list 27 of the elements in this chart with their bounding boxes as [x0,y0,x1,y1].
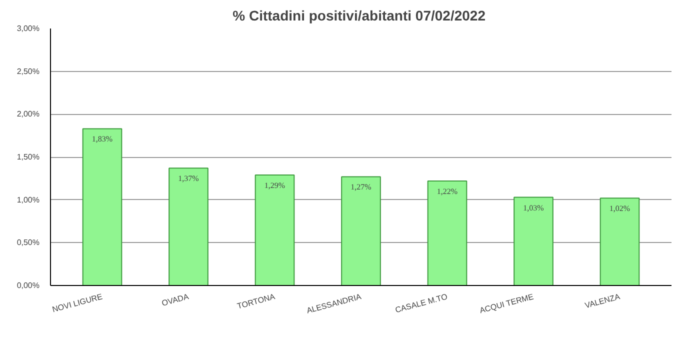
y-tick-label: 0,00% [16,281,40,290]
bar [600,198,640,286]
y-tick-label: 0,50% [16,238,40,248]
data-label: 1,83% [92,134,113,144]
bar [82,128,122,286]
chart-title: % Cittadini positivi/abitanti 07/02/2022 [232,8,486,24]
x-tick-label: CASALE M.TO [394,292,448,315]
y-tick-label: 2,50% [16,66,40,76]
y-tick-label: 3,00% [16,24,40,33]
data-label: 1,22% [436,186,458,196]
x-tick-label: VALENZA [584,292,622,310]
data-label: 1,27% [350,182,372,192]
bar [254,174,295,286]
x-tick-label: NOVI LIGURE [51,292,104,314]
bar [341,176,381,286]
data-label: 1,29% [264,180,286,190]
bar [168,168,208,286]
data-label: 1,03% [523,203,544,212]
bar [514,196,554,286]
data-label: 1,37% [178,174,200,184]
y-tick-label: 1,50% [16,152,40,162]
x-tick-label: OVADA [160,292,190,308]
bar [427,180,468,286]
x-tick-label: ACQUI TERME [478,292,535,316]
y-tick-label: 1,00% [16,195,40,204]
data-label: 1,02% [609,204,630,214]
y-tick-label: 2,00% [16,110,40,119]
